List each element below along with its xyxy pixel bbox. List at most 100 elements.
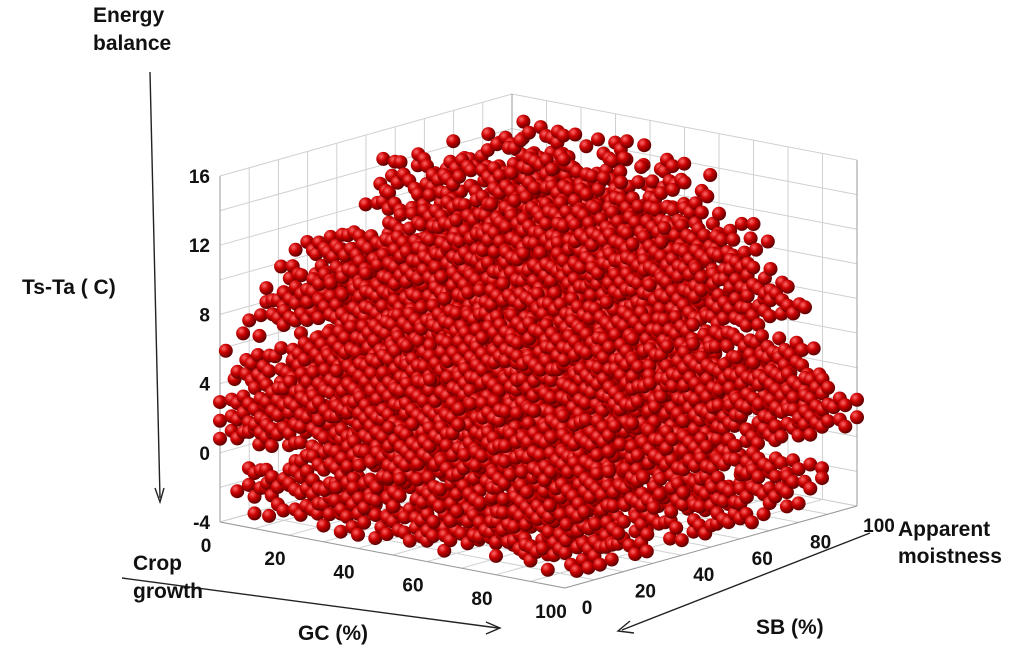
- frame-edge: [564, 505, 858, 589]
- data-point: [351, 527, 365, 542]
- data-point: [461, 285, 476, 300]
- data-point: [452, 401, 467, 416]
- data-point: [497, 454, 512, 469]
- data-point: [608, 419, 622, 434]
- data-point: [686, 317, 700, 332]
- data-point: [368, 508, 383, 523]
- data-point: [527, 404, 542, 418]
- data-point: [440, 370, 455, 385]
- data-point: [507, 519, 522, 534]
- data-point: [423, 338, 438, 353]
- data-point: [498, 439, 513, 453]
- data-point: [452, 169, 467, 184]
- data-point: [357, 515, 372, 530]
- data-point: [426, 514, 441, 529]
- data-point: [405, 417, 420, 432]
- data-point: [669, 520, 684, 535]
- data-point: [660, 339, 675, 354]
- data-point: [556, 408, 571, 423]
- data-point: [213, 431, 227, 446]
- data-point: [605, 153, 620, 168]
- data-point: [625, 416, 640, 431]
- data-point: [749, 242, 764, 257]
- data-point: [297, 352, 312, 367]
- data-point: [382, 185, 397, 200]
- data-point: [744, 515, 759, 530]
- data-point: [703, 168, 718, 182]
- data-point: [677, 156, 692, 171]
- data-point: [293, 435, 308, 450]
- data-point: [492, 383, 507, 398]
- data-point: [746, 260, 761, 275]
- data-point: [617, 151, 631, 166]
- data-point: [700, 189, 715, 204]
- data-point: [423, 372, 438, 387]
- data-point: [397, 510, 412, 525]
- data-point: [452, 234, 467, 249]
- data-point: [434, 270, 449, 284]
- data-point: [489, 548, 503, 563]
- data-point: [247, 506, 262, 521]
- data-point: [504, 166, 519, 181]
- data-point: [264, 439, 279, 453]
- data-point: [379, 527, 394, 542]
- data-point: [262, 364, 277, 379]
- data-point: [369, 493, 384, 508]
- data-point: [338, 330, 353, 345]
- data-point: [544, 430, 559, 445]
- data-point: [729, 350, 744, 365]
- data-point: [213, 395, 227, 410]
- data-point: [475, 449, 489, 463]
- data-point: [694, 205, 709, 220]
- data-point: [463, 163, 478, 178]
- data-point: [654, 235, 669, 250]
- data-point: [665, 159, 680, 174]
- data-point: [283, 374, 298, 389]
- data-point: [346, 471, 361, 486]
- data-point: [540, 562, 555, 577]
- data-point: [542, 498, 557, 513]
- data-point: [585, 169, 600, 184]
- data-point: [604, 552, 619, 567]
- data-point: [631, 175, 646, 190]
- data-point: [579, 139, 594, 154]
- data-point: [376, 151, 391, 166]
- data-point: [665, 432, 680, 447]
- data-point: [556, 152, 571, 167]
- data-point: [451, 418, 466, 432]
- data-point: [236, 326, 251, 341]
- data-point: [676, 485, 691, 500]
- data-point: [637, 138, 652, 153]
- data-point: [317, 430, 331, 445]
- data-point: [230, 484, 245, 499]
- data-point: [294, 268, 309, 283]
- data-point: [647, 500, 661, 515]
- data-point: [253, 308, 268, 323]
- data-point: [393, 207, 408, 222]
- data-point: [324, 276, 338, 291]
- data-point: [503, 467, 518, 482]
- data-point: [241, 477, 256, 492]
- data-point: [640, 527, 655, 542]
- data-point: [311, 311, 326, 325]
- data-point: [634, 160, 649, 174]
- data-point: [252, 328, 267, 343]
- data-point: [344, 320, 359, 335]
- data-point: [339, 509, 354, 524]
- data-point: [251, 348, 265, 362]
- data-point: [411, 333, 426, 348]
- data-point: [392, 489, 407, 504]
- data-point: [674, 533, 689, 548]
- data-point: [596, 171, 611, 186]
- data-point: [535, 541, 550, 556]
- data-point: [446, 134, 461, 149]
- data-point: [686, 337, 700, 352]
- data-point: [274, 341, 289, 356]
- data-point: [352, 458, 367, 473]
- data-point: [411, 187, 425, 202]
- data-point: [599, 295, 614, 310]
- data-point: [414, 300, 429, 315]
- data-point: [636, 470, 651, 485]
- data-point: [472, 283, 487, 298]
